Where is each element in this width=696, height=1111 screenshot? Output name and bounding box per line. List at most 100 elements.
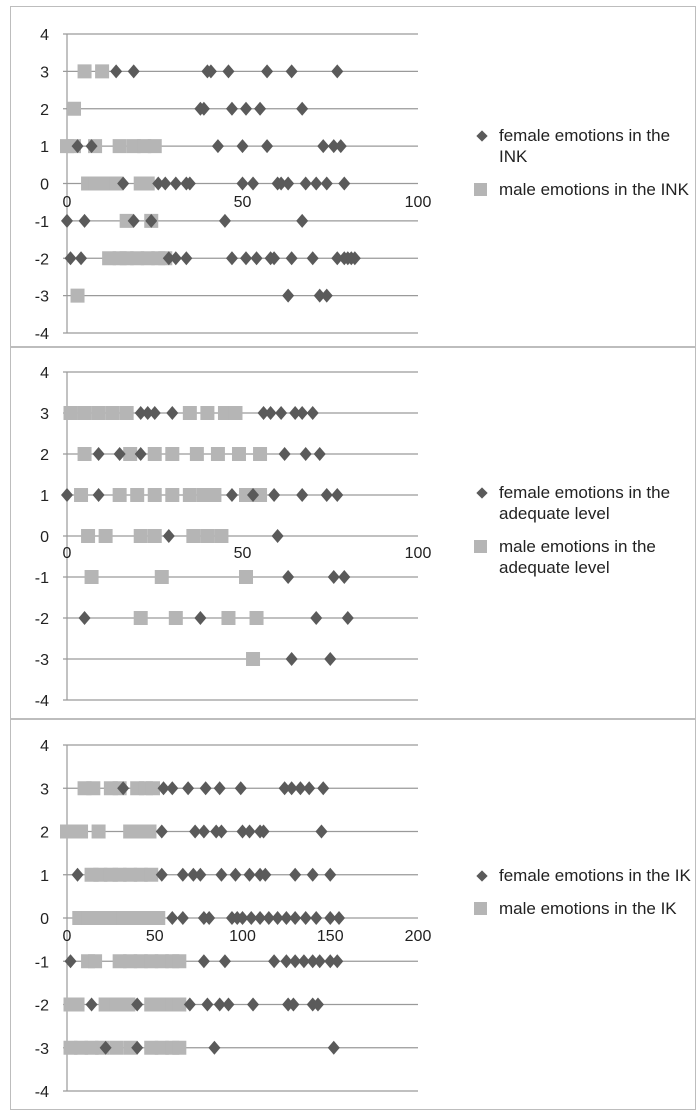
female-data-point <box>225 101 238 116</box>
female-data-point <box>313 288 326 303</box>
female-data-point <box>282 176 295 191</box>
male-data-point <box>133 529 148 543</box>
chart-panel-adequate: 4 3 2 1 0 -1 -2 -3 -4 0 50 100 female emotions in t… <box>10 347 696 719</box>
female-data-point <box>331 488 344 502</box>
male-data-point <box>77 64 92 79</box>
male-data-point <box>154 954 169 969</box>
x-tick-label: 0 <box>63 928 72 945</box>
female-data-point <box>285 64 298 79</box>
female-data-point <box>203 911 216 925</box>
female-data-point <box>225 251 238 266</box>
female-data-point <box>166 406 179 420</box>
female-data-point <box>159 176 172 191</box>
legend-label: male emotions in the adequate level <box>499 537 656 577</box>
legend-entry-male-ik: male emotions in the IK <box>471 898 696 919</box>
female-data-point <box>247 997 260 1012</box>
male-data-point <box>119 251 134 266</box>
female-data-point <box>268 488 281 502</box>
female-data-point <box>187 867 200 882</box>
y-tick-label: -1 <box>35 570 49 587</box>
square-marker-icon <box>471 183 493 197</box>
y-tick-label: 0 <box>40 529 49 546</box>
female-data-point <box>134 447 147 461</box>
female-data-point <box>306 867 319 882</box>
male-data-point <box>123 824 138 839</box>
male-data-point <box>140 251 155 266</box>
female-data-point <box>117 176 130 191</box>
y-tick-label: 2 <box>40 825 49 842</box>
legend-entry-male-adequate: male emotions in the adequate level <box>471 536 696 578</box>
female-data-point <box>259 867 272 882</box>
female-data-point <box>299 447 312 461</box>
x-tick-label: 100 <box>405 545 432 562</box>
male-data-point <box>70 997 85 1012</box>
female-data-point <box>280 954 293 969</box>
female-data-point <box>162 529 175 543</box>
y-tick-label: -2 <box>35 998 49 1015</box>
x-tick-label: 0 <box>63 545 72 562</box>
male-data-point <box>182 406 197 420</box>
female-data-point <box>75 251 88 266</box>
male-data-point <box>133 954 148 969</box>
female-data-point <box>183 997 196 1012</box>
male-data-point <box>109 997 124 1012</box>
male-data-point <box>151 911 166 925</box>
female-data-point <box>113 447 126 461</box>
x-tick-label: 50 <box>234 194 252 211</box>
female-data-point <box>71 867 84 882</box>
female-data-point <box>225 488 238 502</box>
male-data-point <box>147 488 162 502</box>
male-data-point <box>119 213 134 228</box>
y-tick-label: 0 <box>40 911 49 928</box>
y-tick-label: -1 <box>35 214 49 231</box>
male-data-point <box>196 488 211 502</box>
male-data-point <box>95 64 110 79</box>
female-data-point <box>194 867 207 882</box>
diamond-marker-icon <box>471 486 493 500</box>
chart-legend-ik: female emotions in the IK male emotions … <box>471 865 696 931</box>
y-tick-label: -3 <box>35 289 49 306</box>
female-data-point <box>306 954 319 969</box>
male-data-point <box>67 101 82 116</box>
y-tick-label: 2 <box>40 102 49 119</box>
female-data-point <box>197 101 210 116</box>
y-tick-label: 0 <box>40 177 49 194</box>
female-data-point <box>229 867 242 882</box>
female-data-point <box>341 611 354 625</box>
male-data-point <box>133 611 148 625</box>
male-data-point <box>84 570 99 584</box>
female-data-point <box>204 64 217 79</box>
female-data-point <box>313 447 326 461</box>
female-data-point <box>234 781 247 796</box>
female-data-point <box>261 139 274 154</box>
female-data-point <box>218 213 231 228</box>
male-data-point <box>123 1040 138 1055</box>
y-tick-label: 1 <box>40 868 49 885</box>
female-data-point <box>247 176 260 191</box>
male-data-point <box>172 954 187 969</box>
male-data-point <box>239 488 254 502</box>
male-data-point <box>77 406 92 420</box>
male-data-point <box>144 867 159 882</box>
female-data-point <box>180 251 193 266</box>
female-data-point <box>117 781 130 796</box>
female-data-point <box>145 213 158 228</box>
male-data-point <box>93 867 108 882</box>
male-data-point <box>165 447 180 461</box>
male-data-point <box>210 447 225 461</box>
chart-plot-ik: 4 3 2 1 0 -1 -2 -3 -4 0 50 100 150 200 <box>35 738 432 1101</box>
female-data-point <box>282 288 295 303</box>
x-tick-label: 100 <box>405 194 432 211</box>
male-data-point <box>130 251 145 266</box>
female-data-point <box>324 652 337 666</box>
male-data-point <box>98 176 113 191</box>
male-data-point <box>217 406 232 420</box>
female-data-point <box>213 997 226 1012</box>
female-data-point <box>315 824 328 839</box>
male-data-point <box>253 447 268 461</box>
male-data-point <box>154 570 169 584</box>
male-data-point <box>168 611 183 625</box>
female-data-point <box>264 406 277 420</box>
female-data-point <box>299 176 312 191</box>
y-tick-label: 1 <box>40 139 49 156</box>
